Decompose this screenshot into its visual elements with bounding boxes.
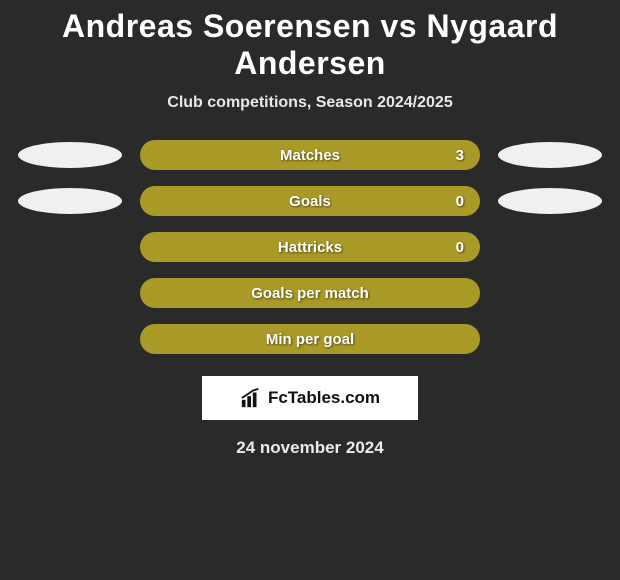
stat-row: Matches 3 (0, 140, 620, 170)
stat-bar-matches: Matches 3 (140, 140, 480, 170)
stat-label: Matches (280, 147, 340, 164)
right-ellipse-spacer (498, 326, 602, 352)
left-ellipse-spacer (18, 280, 122, 306)
infographic-container: Andreas Soerensen vs Nygaard Andersen Cl… (0, 0, 620, 458)
stats-rows: Matches 3 Goals 0 Hattricks 0 Goals (0, 140, 620, 354)
page-title: Andreas Soerensen vs Nygaard Andersen (0, 8, 620, 82)
stat-bar-gpm: Goals per match (140, 278, 480, 308)
left-ellipse (18, 188, 122, 214)
stat-label: Hattricks (278, 239, 342, 256)
stat-value: 3 (456, 147, 464, 164)
right-ellipse-spacer (498, 234, 602, 260)
logo-box: FcTables.com (202, 376, 418, 420)
stat-bar-mpg: Min per goal (140, 324, 480, 354)
logo-text: FcTables.com (268, 388, 380, 408)
subtitle: Club competitions, Season 2024/2025 (0, 94, 620, 112)
stat-row: Goals 0 (0, 186, 620, 216)
right-ellipse (498, 188, 602, 214)
stat-row: Min per goal (0, 324, 620, 354)
stat-row: Hattricks 0 (0, 232, 620, 262)
stat-value: 0 (456, 239, 464, 256)
stat-bar-goals: Goals 0 (140, 186, 480, 216)
stat-label: Goals (289, 193, 331, 210)
stat-value: 0 (456, 193, 464, 210)
right-ellipse-spacer (498, 280, 602, 306)
stat-label: Goals per match (251, 285, 369, 302)
stat-row: Goals per match (0, 278, 620, 308)
right-ellipse (498, 142, 602, 168)
stat-bar-hattricks: Hattricks 0 (140, 232, 480, 262)
stat-label: Min per goal (266, 331, 354, 348)
bar-chart-icon (240, 387, 262, 409)
left-ellipse-spacer (18, 234, 122, 260)
date-text: 24 november 2024 (0, 438, 620, 458)
left-ellipse (18, 142, 122, 168)
left-ellipse-spacer (18, 326, 122, 352)
